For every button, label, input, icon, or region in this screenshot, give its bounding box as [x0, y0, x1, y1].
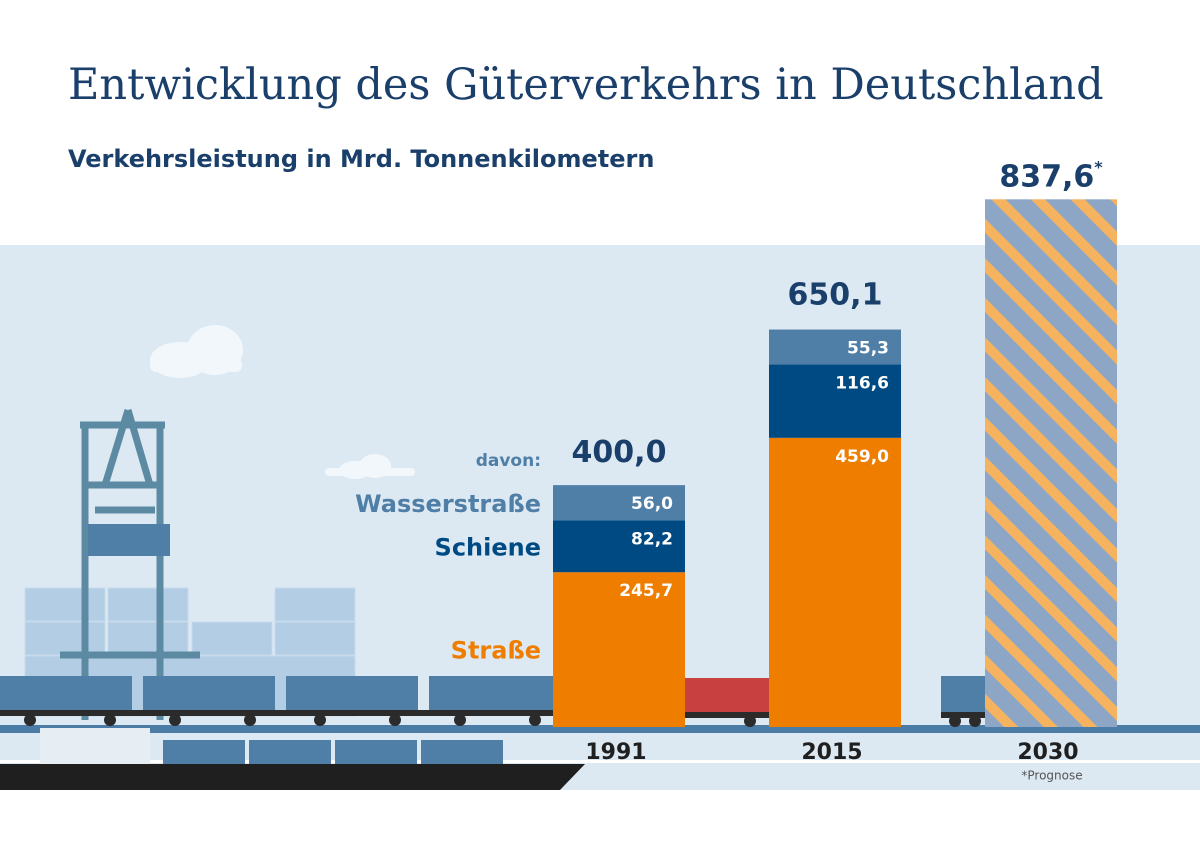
forecast-bar	[985, 199, 1117, 727]
bar-segment	[769, 437, 901, 727]
total-note: *	[1094, 157, 1103, 176]
track	[0, 725, 1200, 733]
legend-title: davon:	[476, 451, 541, 471]
segment-label: 245,7	[619, 581, 673, 601]
segment-label: 55,3	[847, 339, 889, 359]
total-label: 400,0	[572, 435, 667, 470]
bar-segment	[553, 520, 685, 573]
bar-segment	[769, 329, 901, 365]
bar-segment	[553, 485, 685, 521]
x-tick-label: 2030	[1017, 740, 1078, 765]
x-tick-label: 2015	[801, 740, 862, 765]
segment-label: 116,6	[835, 373, 889, 393]
total-value: 650,1	[788, 277, 883, 312]
total-label: 837,6*	[999, 157, 1103, 194]
bottom-band	[0, 790, 1200, 857]
x-tick-label: 1991	[585, 740, 646, 765]
segment-label: 459,0	[835, 447, 889, 467]
crane	[60, 408, 200, 720]
total-value: 400,0	[572, 435, 667, 470]
segment-label: 82,2	[631, 529, 673, 549]
segment-label: 56,0	[631, 494, 673, 514]
chart-title: Entwicklung des Güterverkehrs in Deutsch…	[68, 60, 1104, 110]
total-value: 837,6	[999, 159, 1094, 194]
bar-segment	[769, 364, 901, 438]
clouds	[150, 325, 415, 479]
chart-subtitle: Verkehrsleistung in Mrd. Tonnenkilometer…	[68, 145, 654, 173]
legend-label: Straße	[451, 637, 541, 665]
bar-segment	[553, 572, 685, 727]
footnote: *Prognose	[1021, 769, 1082, 783]
ship	[0, 728, 1200, 790]
legend-label: Schiene	[435, 533, 541, 561]
total-label: 650,1	[788, 277, 883, 312]
legend-label: Wasserstraße	[355, 490, 541, 518]
crane-container	[88, 524, 170, 556]
